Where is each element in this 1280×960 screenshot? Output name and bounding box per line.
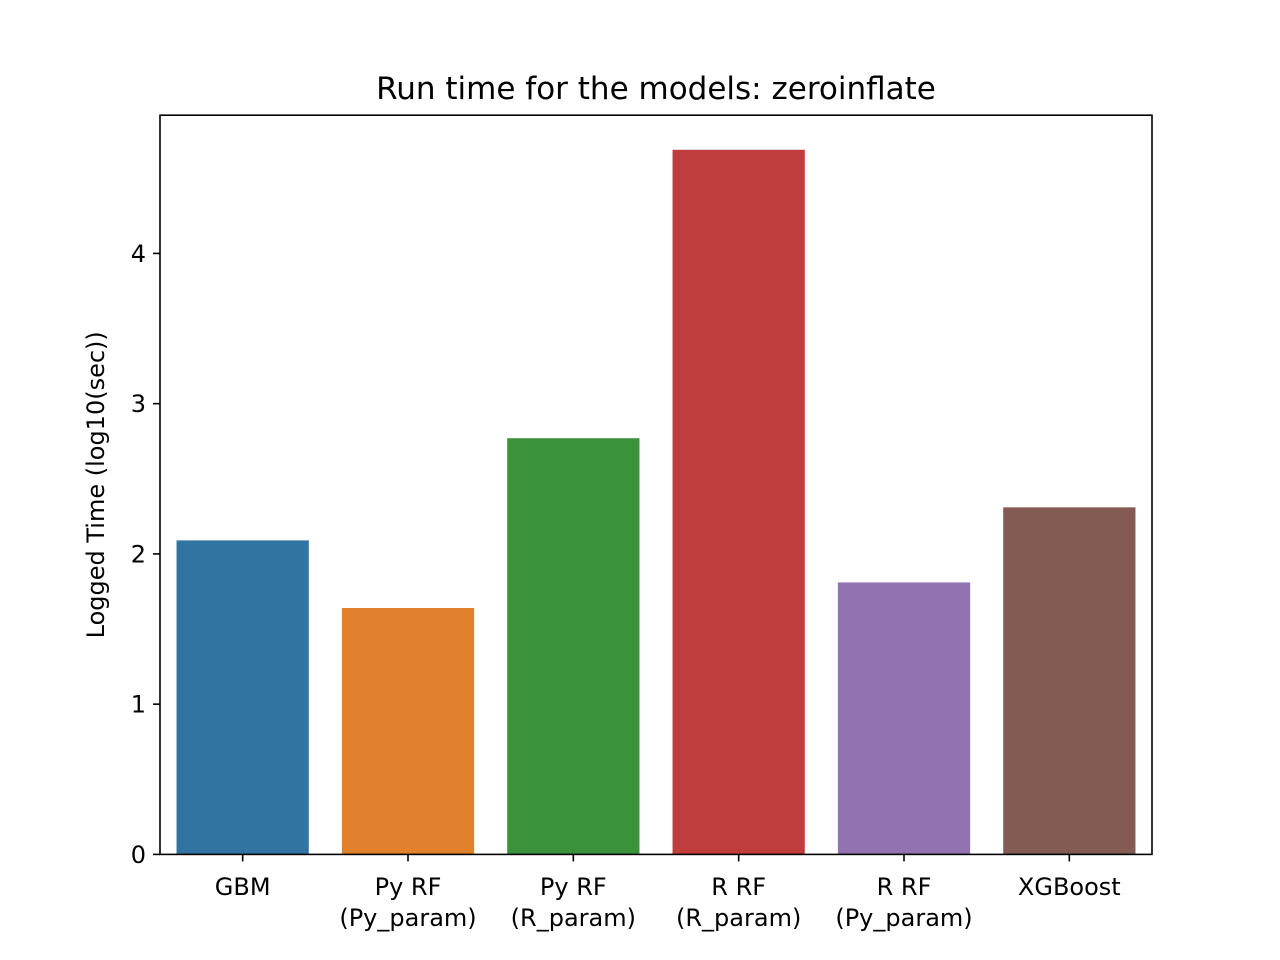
chart-title: Run time for the models: zeroinflate [376,71,936,107]
bar-4 [837,582,971,855]
x-tick-label-2-line-0: Py RF [540,873,607,901]
bar-2 [507,438,640,855]
bars-group [176,149,1136,855]
y-tick-label-2: 2 [131,540,146,568]
x-tick-label-4-line-1: (Py_param) [835,904,972,932]
x-axis-ticks: GBM Py RF (Py_param) Py RF (R_param) R RF (R_p… [215,854,1121,932]
bar-3 [672,149,805,855]
x-tick-label-1-line-0: Py RF [375,873,442,901]
y-tick-label-4: 4 [131,240,146,268]
plot-frame [159,114,1153,856]
x-tick-label-5: XGBoost [1018,873,1121,901]
x-tick-label-3-line-0: R RF [711,873,766,901]
y-axis-label: Logged Time (log10(sec)) [82,331,110,638]
y-axis-ticks: 0 1 2 3 4 [131,240,160,869]
x-tick-label-4-line-0: R RF [877,873,932,901]
bar-0 [176,540,309,855]
bar-5 [1003,507,1136,855]
x-tick-label-2-line-1: (R_param) [511,904,636,932]
y-tick-label-0: 0 [131,841,146,869]
y-tick-label-1: 1 [131,691,146,719]
bar-1 [341,608,475,855]
y-tick-label-3: 3 [131,390,146,418]
x-tick-label-3-line-1: (R_param) [676,904,801,932]
x-tick-label-1-line-1: (Py_param) [339,904,476,932]
x-tick-label-0: GBM [215,873,271,901]
